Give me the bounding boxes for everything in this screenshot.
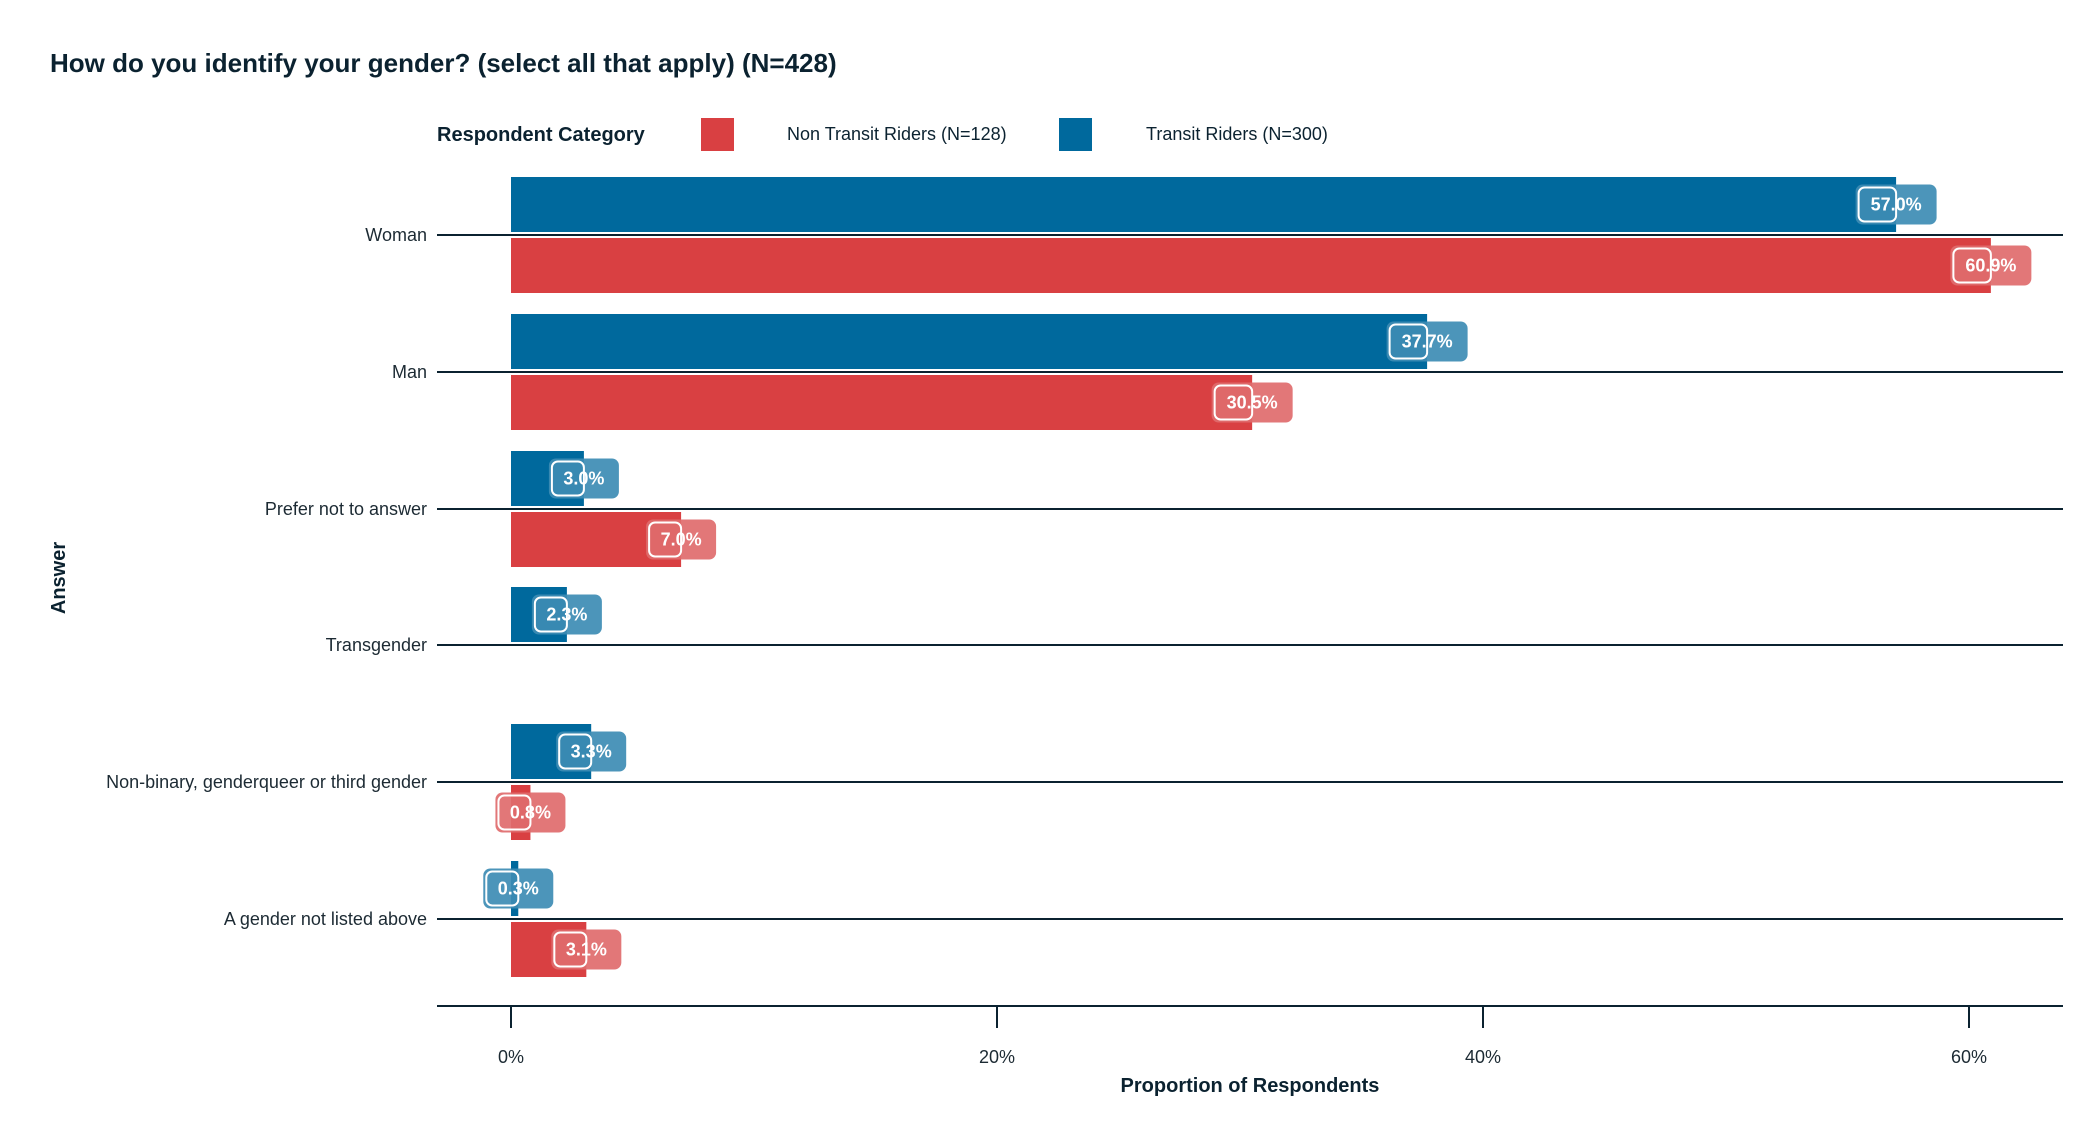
data-label-bracket	[485, 870, 520, 907]
data-label-transit-non-binary-genderqueer-or-third-gender: 3.3%	[556, 731, 627, 772]
data-label-text: 3.3%	[571, 742, 612, 762]
data-label-bracket	[558, 733, 593, 770]
data-label-text: 2.3%	[546, 605, 587, 625]
bar-transit-man	[511, 314, 1428, 369]
data-label-text: 57.0%	[1871, 195, 1922, 215]
bar-non-transit-man	[511, 375, 1253, 430]
legend-title: Respondent Category	[437, 124, 646, 146]
x-tick-label-60: 60%	[1951, 1047, 1987, 1067]
data-label-text: 3.1%	[566, 940, 607, 960]
data-label-transit-man: 37.7%	[1386, 321, 1468, 362]
category-label-man: Man	[392, 362, 427, 382]
data-label-bracket	[1213, 384, 1254, 421]
data-label-bracket	[497, 794, 532, 831]
data-label-text: 3.0%	[563, 469, 604, 489]
data-label-non-transit-man: 30.5%	[1211, 382, 1293, 423]
data-label-non-transit-woman: 60.9%	[1950, 245, 2032, 286]
legend-swatch-transit	[1059, 118, 1092, 151]
data-label-transit-a-gender-not-listed-above: 0.3%	[483, 868, 554, 909]
chart-title: How do you identify your gender? (select…	[50, 48, 837, 78]
y-axis-title: Answer	[48, 542, 70, 614]
category-label-a-gender-not-listed-above: A gender not listed above	[224, 909, 427, 929]
data-label-text: 60.9%	[1965, 256, 2016, 276]
data-label-transit-prefer-not-to-answer: 3.0%	[548, 458, 619, 499]
data-label-non-transit-non-binary-genderqueer-or-third-gender: 0.8%	[495, 792, 566, 833]
data-label-non-transit-a-gender-not-listed-above: 3.1%	[551, 929, 622, 970]
plot-area: Woman Man Prefer not to answer Transgender N…	[106, 177, 2063, 1067]
x-axis-title: Proportion of Respondents	[1121, 1075, 1380, 1097]
data-label-bracket	[648, 521, 683, 558]
data-label-text: 37.7%	[1402, 332, 1453, 352]
legend-label-non-transit: Non Transit Riders (N=128)	[787, 124, 1007, 144]
legend-label-transit: Transit Riders (N=300)	[1146, 124, 1328, 144]
category-label-non-binary-genderqueer-or-third-gender: Non-binary, genderqueer or third gender	[106, 772, 427, 792]
data-label-bracket	[1857, 186, 1898, 223]
data-label-bracket	[553, 931, 588, 968]
data-label-non-transit-prefer-not-to-answer: 7.0%	[646, 519, 717, 560]
legend: Respondent Category Non Transit Riders (…	[437, 118, 1328, 151]
data-label-text: 7.0%	[661, 530, 702, 550]
bar-transit-woman	[511, 177, 1897, 232]
category-label-transgender: Transgender	[326, 635, 427, 655]
category-label-woman: Woman	[365, 225, 427, 245]
x-tick-label-40: 40%	[1465, 1047, 1501, 1067]
data-label-text: 30.5%	[1227, 393, 1278, 413]
data-label-bracket	[550, 460, 585, 497]
bar-non-transit-woman	[511, 238, 1991, 293]
x-tick-label-20: 20%	[979, 1047, 1015, 1067]
data-label-bracket	[533, 596, 568, 633]
legend-swatch-non-transit	[701, 118, 734, 151]
data-label-transit-woman: 57.0%	[1855, 184, 1937, 225]
data-label-text: 0.8%	[510, 803, 551, 823]
category-label-prefer-not-to-answer: Prefer not to answer	[265, 499, 427, 519]
data-label-bracket	[1388, 323, 1429, 360]
data-label-text: 0.3%	[498, 879, 539, 899]
x-tick-label-0: 0%	[498, 1047, 524, 1067]
data-label-bracket	[1952, 247, 1992, 284]
data-label-transit-transgender: 2.3%	[531, 594, 602, 635]
